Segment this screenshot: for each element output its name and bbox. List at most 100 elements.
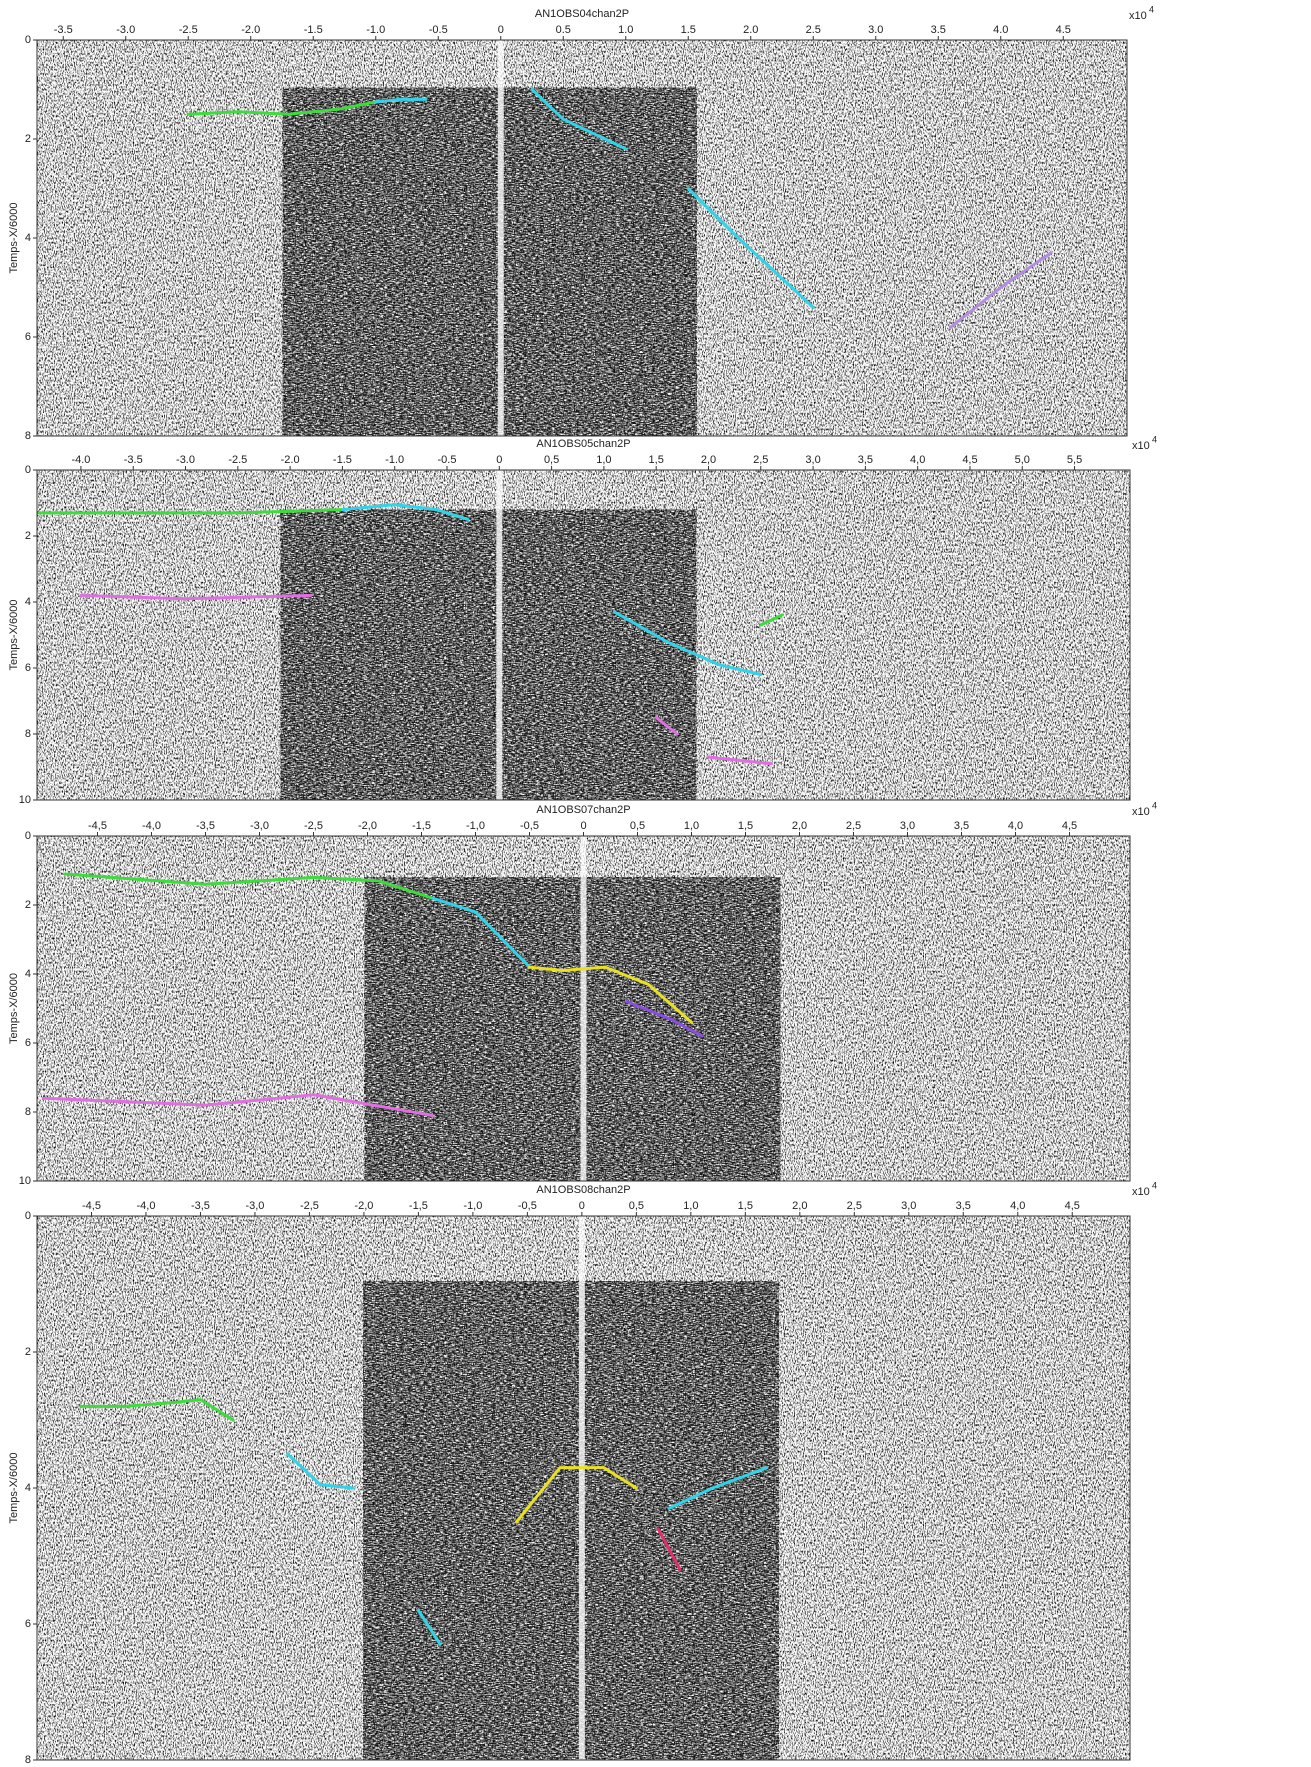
y-tick-label: 6	[25, 662, 31, 674]
y-tick-label: 6	[25, 331, 31, 343]
y-tick-label: 4	[25, 968, 31, 980]
pick-line	[706, 755, 773, 766]
panel: -3.5 -3.0 -2.5 -2.0 -1.5 -1.0 -0.5 0 0.5 1.0 1.5 2.…	[8, 4, 1154, 442]
x-tick-label: -1,0	[463, 1200, 482, 1212]
y-axis-label: Temps-X/6000	[8, 973, 20, 1044]
pick-line	[416, 1608, 442, 1646]
x-tick-label: -0,5	[520, 820, 539, 832]
x-tick-label: 2,5	[847, 1200, 862, 1212]
x-tick-label: 4,5	[1065, 1200, 1080, 1212]
x-tick-label: 3,5	[956, 1200, 971, 1212]
x-tick-label: -4,5	[82, 1200, 101, 1212]
y-tick-label: 6	[25, 1037, 31, 1049]
pick-line	[186, 100, 378, 116]
y-tick-label: 4	[25, 596, 31, 608]
source-gap	[496, 470, 503, 800]
pick-line	[759, 613, 784, 627]
chart-title: AN1OBS08chan2P	[536, 1184, 630, 1196]
x-tick-label: -3.5	[124, 454, 143, 466]
x-tick-label: -2,5	[300, 1200, 319, 1212]
y-tick-label: 4	[25, 1482, 31, 1494]
pick-line	[37, 508, 344, 515]
x-tick-label: 0,5	[544, 454, 559, 466]
x-tick-label: 1,5	[738, 1200, 753, 1212]
x-tick-label: -4.0	[71, 454, 90, 466]
y-tick-label: 2	[25, 1346, 31, 1358]
seismic-wedge	[364, 877, 781, 1181]
x-tick-label: 3,5	[954, 820, 969, 832]
x-tick-label: 2,0	[792, 1200, 807, 1212]
pick-line	[430, 896, 531, 969]
y-tick-label: 0	[25, 464, 31, 476]
x-tick-label: 1,0	[596, 454, 611, 466]
x-tick-label: 4,0	[910, 454, 925, 466]
x-tick-label: -1.0	[366, 24, 385, 36]
panel: -4,5 -4,0 -3,5 -3,0 -2,5 -2,0 -1,5 -1,0 -0,5 0 0,5…	[8, 800, 1157, 1187]
panel: -4.0 -3.5 -3.0 -2.5 -2.0 -1.5 -1.0 -0.5 0 0,5 1,0 1…	[8, 434, 1157, 806]
x-tick-label: 3,0	[900, 820, 915, 832]
x-tick-label: 0	[496, 454, 502, 466]
x-tick-label: -1,5	[412, 820, 431, 832]
pick-line	[41, 1093, 434, 1117]
x-scale-exponent: 4	[1152, 434, 1157, 444]
seismic-wedge	[280, 509, 697, 800]
x-tick-label: 3,0	[805, 454, 820, 466]
source-gap	[497, 40, 504, 436]
x-tick-label: 0.5	[556, 24, 571, 36]
chart-title: AN1OBS07chan2P	[536, 804, 630, 816]
x-tick-label: 3.5	[931, 24, 946, 36]
x-tick-label: 2,0	[701, 454, 716, 466]
x-tick-label: 5,5	[1067, 454, 1082, 466]
x-tick-label: 1,5	[738, 820, 753, 832]
x-tick-label: 1.0	[618, 24, 633, 36]
x-tick-label: 4,0	[1008, 820, 1023, 832]
pick-line	[949, 251, 1053, 329]
x-tick-label: 0	[498, 24, 504, 36]
x-tick-label: 1,0	[684, 820, 699, 832]
x-tick-label: 1,5	[649, 454, 664, 466]
pick-line	[63, 872, 434, 900]
x-tick-label: -4,5	[88, 820, 107, 832]
x-tick-label: -2,0	[354, 1200, 373, 1212]
y-tick-label: 10	[19, 794, 31, 806]
y-tick-label: 0	[25, 830, 31, 842]
x-tick-label: -1.5	[304, 24, 323, 36]
pick-line	[656, 1527, 682, 1572]
x-tick-label: -4,0	[136, 1200, 155, 1212]
x-tick-label: 3,0	[901, 1200, 916, 1212]
plot-area	[37, 1216, 1130, 1760]
x-tick-label: -3.0	[176, 454, 195, 466]
x-tick-label: 3,5	[858, 454, 873, 466]
x-scale-label: x10	[1129, 10, 1147, 22]
pick-line	[612, 610, 763, 677]
y-tick-label: 8	[25, 1754, 31, 1766]
source-gap	[578, 1216, 585, 1760]
pick-line	[530, 88, 628, 151]
plot-area	[37, 470, 1130, 800]
x-tick-label: 4,5	[1062, 820, 1077, 832]
x-scale-exponent: 4	[1152, 1180, 1157, 1190]
source-gap	[580, 836, 587, 1181]
x-tick-label: 4.5	[1056, 24, 1071, 36]
x-tick-label: 0	[580, 820, 586, 832]
y-tick-label: 4	[25, 232, 31, 244]
y-tick-label: 0	[25, 1210, 31, 1222]
pick-line	[654, 716, 679, 736]
x-tick-label: -4,0	[142, 820, 161, 832]
pick-line	[79, 1398, 235, 1422]
x-tick-label: -2.0	[241, 24, 260, 36]
x-tick-label: -0.5	[438, 454, 457, 466]
x-tick-label: 0	[579, 1200, 585, 1212]
pick-line	[340, 503, 470, 521]
x-tick-label: -0,5	[518, 1200, 537, 1212]
pick-line	[286, 1452, 355, 1490]
x-tick-label: -2,5	[304, 820, 323, 832]
y-axis-label: Temps-X/6000	[8, 203, 20, 274]
x-tick-label: 1.5	[681, 24, 696, 36]
x-tick-label: -3.0	[116, 24, 135, 36]
x-tick-label: 2,0	[792, 820, 807, 832]
x-tick-label: 2.0	[743, 24, 758, 36]
y-tick-label: 10	[19, 1175, 31, 1187]
